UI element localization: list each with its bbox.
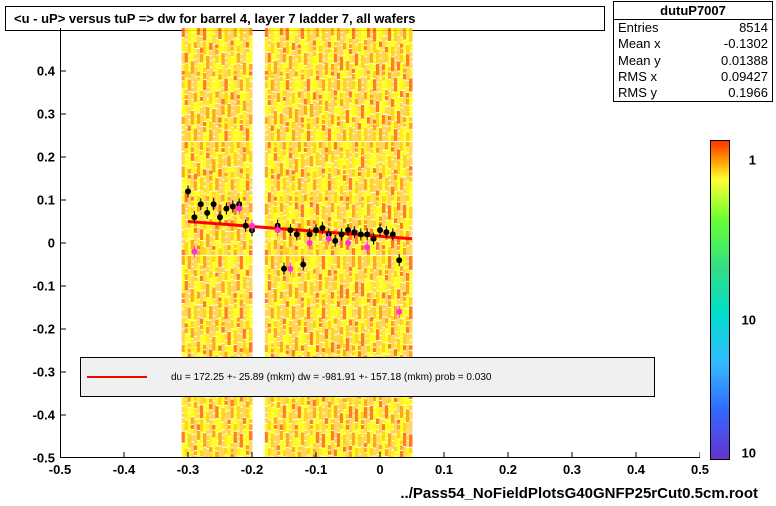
colorbar-tick-label: 10 bbox=[742, 446, 756, 461]
colorbar-tick-label: 10 bbox=[742, 313, 756, 328]
x-tick-label: 0.4 bbox=[627, 462, 645, 477]
y-tick-label: 0.1 bbox=[37, 193, 55, 208]
x-tick-label: -0.2 bbox=[241, 462, 263, 477]
fit-legend: du = 172.25 +- 25.89 (mkm) dw = -981.91 … bbox=[80, 357, 655, 397]
fit-line-sample bbox=[87, 376, 147, 378]
x-tick-label: 0.1 bbox=[435, 462, 453, 477]
stats-value: -0.1302 bbox=[724, 36, 768, 52]
stats-value: 0.1966 bbox=[728, 85, 768, 101]
colorbar bbox=[710, 140, 730, 460]
y-tick-label: 0.4 bbox=[37, 64, 55, 79]
colorbar-tick-label: 1 bbox=[749, 153, 756, 168]
chart-container: <u - uP> versus tuP => dw for barrel 4, … bbox=[0, 0, 776, 506]
fit-legend-text: du = 172.25 +- 25.89 (mkm) dw = -981.91 … bbox=[171, 372, 491, 383]
y-tick-label: -0.1 bbox=[33, 279, 55, 294]
y-tick-label: -0.2 bbox=[33, 322, 55, 337]
x-tick-label: 0.3 bbox=[563, 462, 581, 477]
x-tick-label: 0.2 bbox=[499, 462, 517, 477]
y-tick-label: 0.2 bbox=[37, 150, 55, 165]
x-tick-label: 0 bbox=[376, 462, 383, 477]
y-tick-label: 0 bbox=[48, 236, 55, 251]
x-tick-label: -0.3 bbox=[177, 462, 199, 477]
y-tick-label: -0.5 bbox=[33, 451, 55, 466]
y-tick-label: 0.3 bbox=[37, 107, 55, 122]
stats-value: 8514 bbox=[739, 20, 768, 36]
y-tick-label: -0.3 bbox=[33, 365, 55, 380]
x-tick-label: -0.4 bbox=[113, 462, 135, 477]
stats-name: dutuP7007 bbox=[614, 2, 772, 20]
stats-value: 0.09427 bbox=[721, 69, 768, 85]
stats-value: 0.01388 bbox=[721, 53, 768, 69]
y-tick-label: -0.4 bbox=[33, 408, 55, 423]
file-path-label: ../Pass54_NoFieldPlotsG40GNFP25rCut0.5cm… bbox=[400, 485, 758, 502]
x-tick-label: 0.5 bbox=[691, 462, 709, 477]
x-tick-label: -0.1 bbox=[305, 462, 327, 477]
